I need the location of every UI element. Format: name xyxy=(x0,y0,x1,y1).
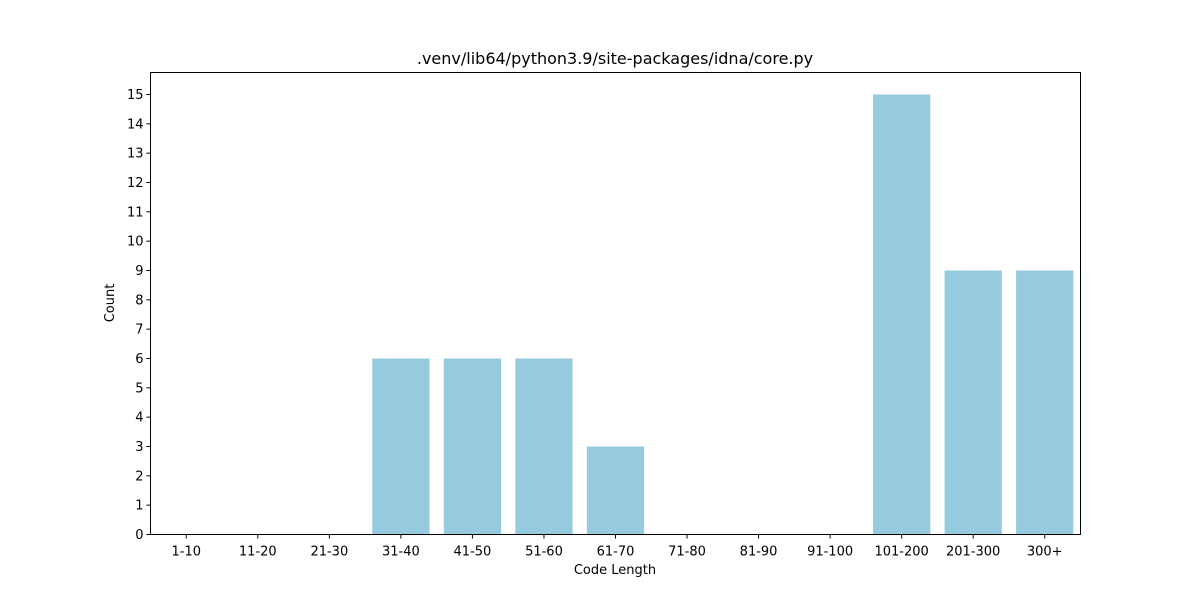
y-tick-label: 8 xyxy=(135,293,143,308)
y-tick-label: 2 xyxy=(135,469,143,484)
bar-201-300 xyxy=(944,270,1002,535)
x-axis-title: Code Length xyxy=(574,563,656,578)
bar-61-70 xyxy=(586,446,645,535)
y-axis-title: Count xyxy=(103,284,118,323)
y-tick-label: 9 xyxy=(135,264,143,279)
x-tick-label: 61-70 xyxy=(597,545,635,560)
y-tick-label: 0 xyxy=(135,528,143,543)
y-tick-label: 5 xyxy=(135,381,143,396)
x-tick-label: 101-200 xyxy=(874,545,928,560)
x-tick-label: 201-300 xyxy=(946,545,1000,560)
x-axis: 1-10 11-20 21-30 31-40 41-50 51-60 61-70 71-80 8… xyxy=(172,534,1063,560)
x-tick-label: 81-90 xyxy=(740,545,778,560)
x-tick-label: 21-30 xyxy=(310,545,348,560)
bar-41-50 xyxy=(443,358,502,535)
y-tick-label: 13 xyxy=(127,147,144,162)
bar-31-40 xyxy=(372,358,430,535)
bars-group xyxy=(372,94,1074,535)
y-tick-label: 7 xyxy=(135,323,143,338)
x-tick-label: 1-10 xyxy=(172,545,202,560)
x-tick-label: 51-60 xyxy=(525,545,563,560)
y-tick-label: 3 xyxy=(135,440,143,455)
y-tick-label: 4 xyxy=(135,411,143,426)
x-tick-label: 91-100 xyxy=(807,545,853,560)
y-tick-label: 6 xyxy=(135,352,143,367)
x-tick-label: 71-80 xyxy=(668,545,706,560)
y-tick-label: 15 xyxy=(127,88,144,103)
bar-300+ xyxy=(1016,270,1074,535)
bar-51-60 xyxy=(515,358,573,535)
y-tick-label: 12 xyxy=(127,176,144,191)
bar-101-200 xyxy=(873,94,931,535)
x-tick-label: 11-20 xyxy=(239,545,277,560)
y-tick-label: 11 xyxy=(127,205,144,220)
x-tick-label: 31-40 xyxy=(382,545,420,560)
x-tick-label: 41-50 xyxy=(454,545,492,560)
y-tick-label: 14 xyxy=(127,117,144,132)
y-tick-label: 1 xyxy=(135,499,143,514)
chart-title: .venv/lib64/python3.9/site-packages/idna… xyxy=(417,49,813,68)
x-tick-label: 300+ xyxy=(1027,545,1063,560)
y-tick-label: 10 xyxy=(127,235,144,250)
